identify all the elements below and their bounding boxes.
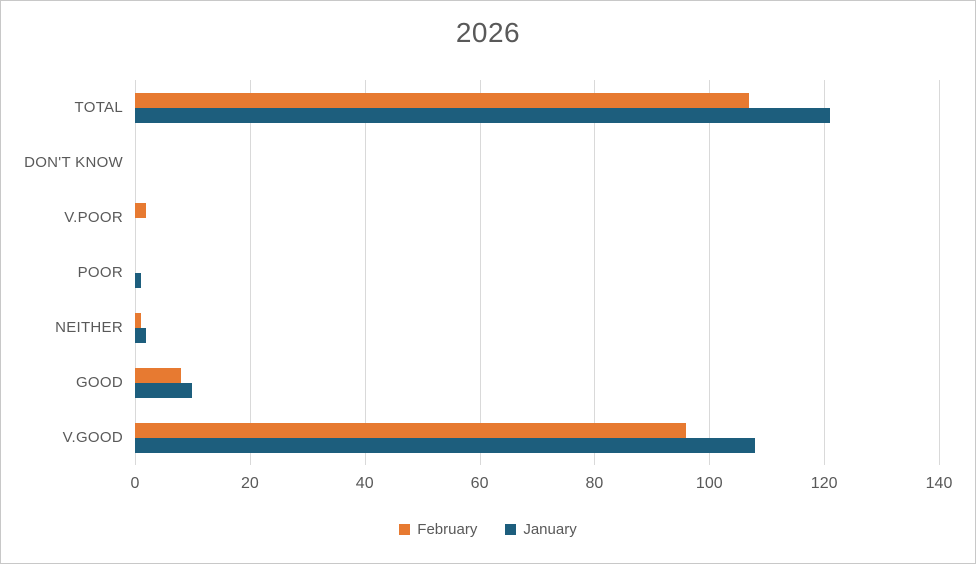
x-tick-label-20: 20: [240, 475, 259, 492]
legend-swatch-february: [399, 524, 411, 535]
x-tick-label-100: 100: [695, 475, 723, 492]
x-tick-label-80: 80: [585, 475, 604, 492]
x-tick-label-120: 120: [810, 475, 838, 492]
x-tick-label-60: 60: [470, 475, 489, 492]
bar-february-v-good: [135, 422, 687, 438]
plot-area: [135, 80, 940, 465]
legend-item-january: January: [505, 521, 577, 538]
gridline: [479, 80, 481, 465]
bar-february-v-poor: [135, 202, 147, 218]
category-label-total: TOTAL: [74, 99, 123, 116]
legend: February January: [1, 521, 975, 538]
legend-item-february: February: [399, 521, 477, 538]
bar-february-good: [135, 367, 181, 383]
gridline: [939, 80, 940, 465]
gridline: [824, 80, 826, 465]
bar-january-v-good: [135, 437, 756, 453]
chart-title: 2026: [455, 17, 521, 48]
category-label-don-t-know: DON'T KNOW: [24, 154, 123, 171]
x-tick-label-40: 40: [355, 475, 374, 492]
bar-january-poor: [135, 272, 141, 288]
legend-swatch-january: [505, 524, 517, 535]
x-tick-label-140: 140: [925, 475, 953, 492]
gridline: [709, 80, 711, 465]
category-label-v-good: V.GOOD: [62, 429, 123, 446]
category-label-v-poor: V.POOR: [64, 209, 123, 226]
x-tick-label-0: 0: [130, 475, 140, 492]
bar-february-total: [135, 92, 750, 108]
bar-january-good: [135, 382, 193, 398]
category-label-neither: NEITHER: [55, 319, 123, 336]
bar-january-total: [135, 107, 830, 123]
legend-label-february: February: [417, 521, 478, 538]
bar-january-neither: [135, 327, 147, 343]
legend-label-january: January: [523, 521, 577, 538]
bar-february-neither: [135, 312, 141, 328]
category-label-good: GOOD: [75, 374, 123, 391]
gridline: [249, 80, 251, 465]
category-axis: TOTAL DON'T KNOW V.POOR POOR NEITHER GOOD V.GO…: [1, 80, 123, 465]
gridline: [364, 80, 366, 465]
category-label-poor: POOR: [77, 264, 123, 281]
gridline: [594, 80, 596, 465]
